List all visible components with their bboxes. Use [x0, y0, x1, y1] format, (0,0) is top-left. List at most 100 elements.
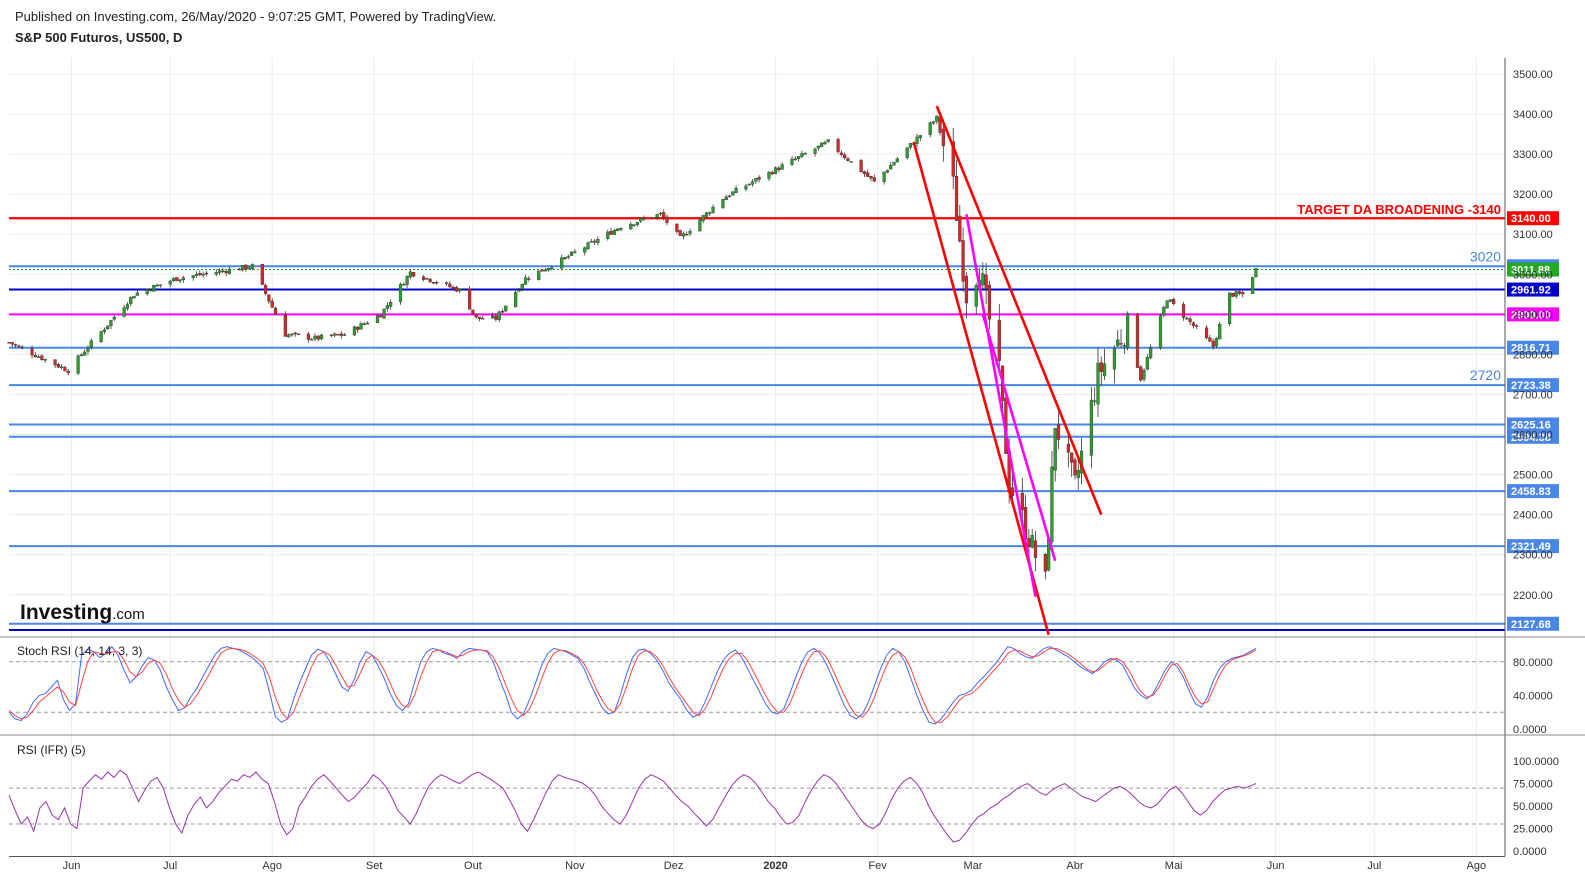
candle-body — [984, 274, 988, 290]
level-annotation: 2720 — [1470, 367, 1501, 383]
y-tick-label: 3300.00 — [1513, 149, 1553, 161]
candle-body — [217, 270, 222, 273]
level-price-label: 2723.38 — [1511, 380, 1551, 392]
candle-body — [408, 271, 412, 278]
y-tick-label: 2200.00 — [1513, 590, 1553, 602]
candle-body — [780, 164, 784, 170]
candle-body — [444, 282, 449, 284]
candle-body — [336, 333, 340, 336]
x-tick-label: Dez — [664, 860, 684, 872]
candle-body — [708, 212, 712, 214]
candle-body — [862, 171, 866, 174]
candle-body — [366, 322, 370, 325]
candle-body — [13, 344, 18, 346]
logo-text: Investing.com — [20, 601, 145, 624]
candle-body — [333, 333, 337, 336]
level-price-label: 3011.88 — [1511, 265, 1550, 277]
candle-body — [1251, 277, 1255, 294]
candle-body — [777, 167, 781, 171]
candle-body — [1204, 327, 1209, 339]
candle-body — [1139, 366, 1143, 381]
candle-body — [451, 286, 455, 289]
candle-body — [10, 342, 14, 345]
candle-body — [606, 231, 610, 239]
candle-body — [872, 177, 876, 182]
candle-body — [849, 161, 853, 163]
candle-body — [905, 147, 909, 158]
candle-body — [721, 199, 725, 209]
candle-body — [1102, 363, 1107, 377]
candle-body — [767, 171, 771, 179]
candle-body — [1195, 325, 1199, 327]
candle-body — [757, 177, 761, 180]
x-tick-label: Mar — [963, 860, 982, 872]
candle-body — [836, 139, 840, 153]
y-tick-label: 2700.00 — [1513, 389, 1553, 401]
candle-body — [839, 152, 843, 155]
candle-body — [60, 366, 64, 368]
candle-body — [30, 348, 34, 356]
candle-body — [99, 331, 103, 343]
candle-body — [820, 142, 824, 147]
candle-body — [168, 280, 172, 285]
candle-body — [178, 279, 182, 282]
candle-body — [306, 333, 310, 340]
candle-body — [7, 342, 11, 344]
candle-body — [359, 323, 363, 330]
candle-body — [652, 217, 656, 219]
candle-body — [826, 139, 830, 142]
candle-body — [1099, 362, 1103, 373]
y-tick-label: 2400.00 — [1513, 510, 1553, 522]
candle-body — [1254, 268, 1258, 277]
candle-body — [494, 315, 498, 320]
candle-body — [412, 272, 416, 277]
candle-body — [421, 276, 426, 280]
candle-body — [1050, 466, 1054, 543]
y-tick-label: 3200.00 — [1513, 189, 1553, 201]
candle-body — [609, 231, 613, 235]
candle-body — [1237, 291, 1242, 294]
candle-body — [540, 269, 544, 272]
candle-body — [662, 212, 666, 218]
candle-body — [823, 141, 827, 145]
candle-body — [474, 313, 478, 318]
axes: Jun Jul Ago Set Out Nov Dez 2020 Fev Mar Abr Mai Jun… — [0, 58, 1585, 872]
candle-body — [379, 315, 383, 318]
candle-body — [882, 171, 886, 182]
candle-body — [629, 223, 633, 230]
y-tick-label: 40.0000 — [1513, 690, 1553, 702]
x-tick-label: Abr — [1066, 860, 1083, 872]
candle-body — [389, 302, 393, 307]
candle-body — [1096, 362, 1100, 405]
y-tick-label: 25.0000 — [1513, 824, 1553, 836]
trend-lines — [912, 105, 1103, 636]
candle-body — [468, 288, 472, 310]
candle-body — [563, 257, 567, 260]
level-annotation: 3020 — [1470, 248, 1501, 264]
candle-body — [310, 339, 314, 341]
candle-body — [425, 277, 429, 280]
y-tick-label: 3000.00 — [1513, 269, 1553, 281]
candle-body — [619, 227, 623, 230]
candle-body — [750, 181, 755, 185]
level-price-label: 2625.16 — [1511, 419, 1551, 431]
candle-body — [800, 153, 804, 157]
candle-body — [250, 264, 255, 269]
investing-logo: Investing.com — [20, 601, 145, 624]
x-tick-label: 2020 — [763, 860, 787, 872]
candle-body — [63, 367, 67, 372]
y-tick-label: 75.0000 — [1513, 779, 1553, 791]
candle-body — [1135, 313, 1140, 368]
level-price-label: 2321.49 — [1511, 541, 1551, 553]
candle-body — [194, 274, 199, 276]
candle-body — [1066, 443, 1070, 453]
candle-body — [112, 316, 116, 320]
level-annotation: TARGET DA BROADENING -3140 — [1297, 202, 1501, 217]
candle-body — [428, 278, 432, 283]
candle-body — [734, 188, 738, 193]
candle-body — [701, 215, 705, 221]
candle-body — [1053, 428, 1057, 471]
candle-body — [375, 315, 380, 323]
candle-body — [1010, 487, 1015, 497]
